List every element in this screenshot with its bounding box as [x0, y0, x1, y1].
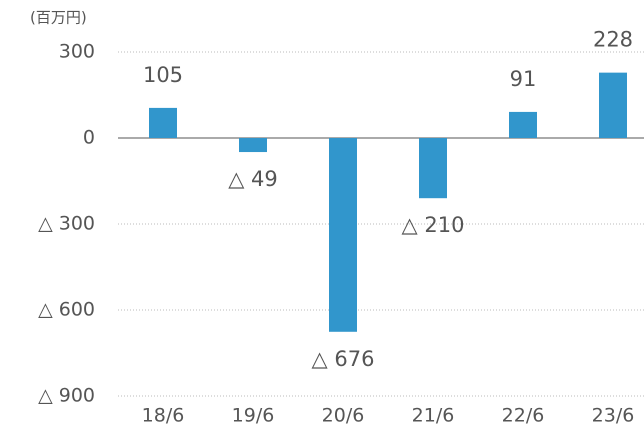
value-label: △ 49 — [228, 167, 278, 191]
bar — [149, 107, 177, 138]
bar — [239, 138, 267, 153]
y-tick-label: 0 — [83, 127, 95, 149]
value-label: △ 676 — [312, 347, 375, 371]
x-tick-label: 23/6 — [592, 405, 635, 427]
value-label: △ 210 — [402, 213, 465, 237]
value-label: 105 — [143, 63, 183, 87]
x-tick-label: 21/6 — [412, 405, 455, 427]
x-tick-label: 20/6 — [322, 405, 365, 427]
x-tick-label: 22/6 — [502, 405, 545, 427]
bar — [509, 111, 537, 138]
value-label: 91 — [510, 67, 537, 91]
unit-label: (百万円) — [30, 9, 87, 27]
x-tick-label: 19/6 — [232, 405, 275, 427]
x-tick-label: 18/6 — [142, 405, 185, 427]
bar — [599, 72, 627, 138]
bar — [329, 138, 357, 332]
y-tick-label: △ 900 — [38, 385, 95, 407]
y-tick-label: △ 300 — [38, 213, 95, 235]
bar — [419, 138, 447, 199]
value-label: 228 — [593, 28, 633, 52]
y-tick-label: 300 — [59, 41, 95, 63]
y-tick-label: △ 600 — [38, 299, 95, 321]
